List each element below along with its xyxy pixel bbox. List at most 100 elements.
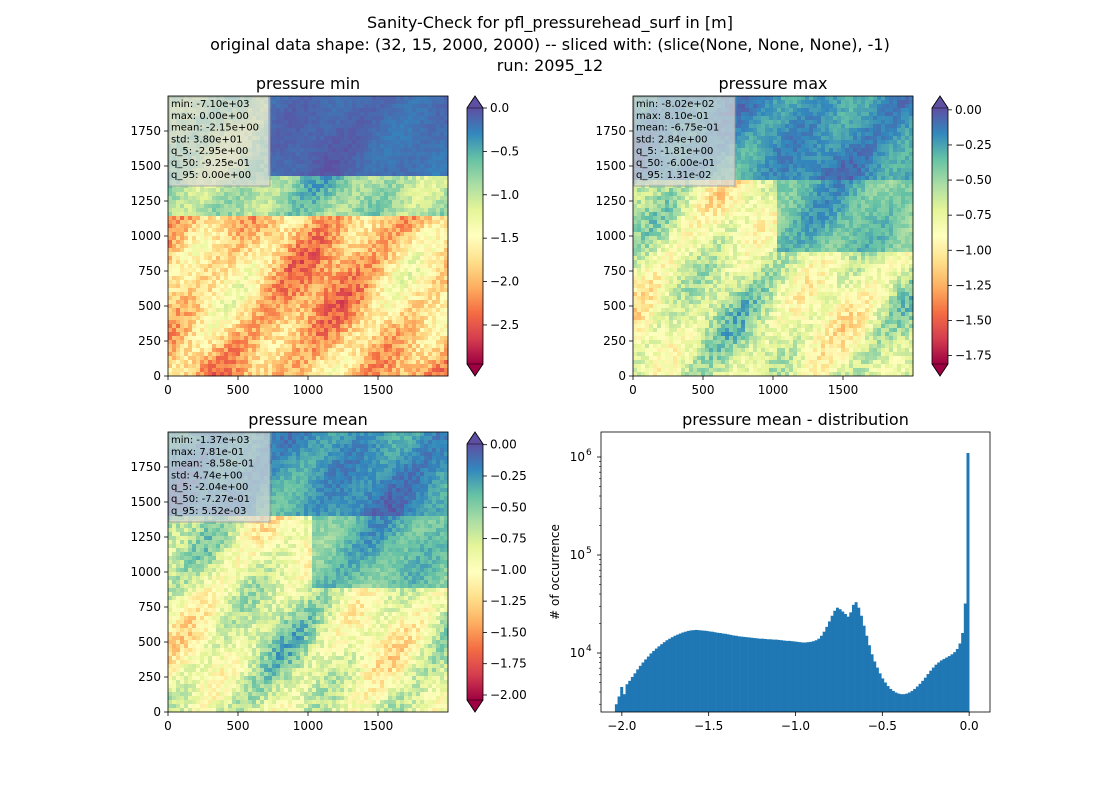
histogram-bar (881, 678, 885, 712)
histogram-bar (662, 642, 666, 712)
stats-line: q_50: -7.27e-01 (171, 494, 250, 505)
histogram-bar (801, 642, 805, 712)
colorbar-extend-max (466, 431, 484, 445)
histogram-bar (961, 633, 965, 712)
stats-line: min: -1.37e+03 (171, 435, 250, 446)
histogram-bar (942, 658, 946, 712)
colorbar-tick-label: −1.75 (490, 657, 527, 671)
histogram-bar (700, 630, 704, 712)
colorbar-tick-label: −0.50 (490, 500, 527, 514)
histogram-bar (764, 638, 768, 712)
histogram-panel: pressure mean - distribution −2.0 −1.5 −1.0… (548, 410, 991, 733)
histogram-bar (732, 635, 736, 712)
histogram-bar (729, 634, 733, 712)
histogram-bar (817, 638, 821, 712)
histogram-bar (798, 642, 802, 712)
x-tick-label: 0 (164, 719, 172, 733)
histogram-bar (937, 662, 941, 712)
y-tick-label: 500 (603, 299, 626, 313)
histogram-bar (862, 625, 866, 712)
suptitle-line-2: original data shape: (32, 15, 2000, 2000… (210, 35, 890, 54)
histogram-bar (899, 694, 903, 712)
histogram-bar (694, 629, 698, 712)
colorbar-tick-label: −1.00 (490, 563, 527, 577)
histogram-bar (692, 630, 696, 712)
y-tick-label: 10 (570, 450, 585, 464)
histogram-bar (644, 659, 648, 712)
stats-line: mean: -6.75e-01 (636, 123, 719, 134)
histogram-bar (758, 638, 762, 712)
x-tick-label: 1500 (363, 719, 394, 733)
colorbar-tick-label: −2.00 (490, 688, 527, 702)
histogram-bar (955, 648, 959, 712)
histogram-bar (638, 665, 642, 712)
histogram-bar (614, 704, 618, 712)
stats-line: std: 4.74e+00 (171, 470, 243, 481)
histogram-bar (785, 640, 789, 712)
y-axis-label: # of occurrence (548, 524, 562, 620)
y-tick-label: 0 (153, 705, 161, 719)
colorbar-tick-label: −2.0 (490, 275, 519, 289)
histogram-bar (788, 640, 791, 712)
histogram-bar (660, 644, 664, 712)
histogram-bar (748, 637, 752, 712)
histogram-bar (777, 639, 781, 712)
y-tick-label: 1500 (130, 159, 161, 173)
x-tick-label: 500 (227, 719, 250, 733)
histogram-bar (857, 607, 861, 712)
stats-line: q_5: -1.81e+00 (636, 146, 713, 157)
histogram-bar (804, 642, 807, 712)
histogram-bar (678, 633, 682, 712)
stats-line: max: 0.00e+00 (171, 111, 249, 122)
x-tick-label: 1500 (828, 383, 859, 397)
stats-box-bg (168, 432, 271, 523)
colorbar-gradient (467, 108, 483, 364)
histogram-bar (646, 656, 650, 712)
histogram-bar (673, 635, 677, 712)
colorbar-tick-label: −1.25 (955, 278, 992, 292)
stats-line: max: 7.81e-01 (171, 447, 244, 458)
histogram-bar (875, 667, 879, 712)
x-tick-label: 500 (692, 383, 715, 397)
colorbar-tick-label: −1.75 (955, 349, 992, 363)
histogram-bar (854, 602, 858, 712)
x-tick-label: 0 (164, 383, 172, 397)
y-tick-label: 1750 (130, 124, 161, 138)
histogram-bar (622, 694, 626, 712)
histogram-bar (753, 638, 757, 712)
histogram-bar (825, 626, 829, 712)
histogram-bar (883, 682, 887, 712)
histogram-bar (761, 638, 765, 712)
histogram-bar (681, 632, 685, 712)
stats-line: mean: -8.58e-01 (171, 459, 254, 470)
histogram-bar (835, 607, 839, 712)
x-tick-label: 500 (227, 383, 250, 397)
histogram-bar (820, 635, 823, 712)
histogram-bar (750, 637, 754, 712)
histogram-bar (726, 634, 730, 712)
histogram-bar (806, 642, 810, 712)
histogram-bar (633, 673, 637, 712)
colorbar-extend-max (931, 95, 949, 109)
histogram-bar (910, 690, 914, 712)
y-tick-label: 500 (138, 299, 161, 313)
y-tick-label: 0 (153, 369, 161, 383)
y-tick-label: 1250 (130, 194, 161, 208)
x-tick-label: 1000 (758, 383, 789, 397)
colorbar-tick-label: 0.00 (955, 103, 982, 117)
histogram-bar (873, 661, 877, 712)
colorbar: 0.00 −0.25 −0.50 −0.75 −1.00 −1.25 −1.50 −1.75 −… (466, 431, 527, 713)
histogram-bar (718, 633, 722, 712)
histogram-bar (878, 673, 882, 712)
heatmap-panel-3: pressure mean 0 500 1000 1500 0 250 500 750 1000 1… (130, 410, 526, 733)
x-tick-label: −1.0 (781, 719, 810, 733)
y-tick-label: 1000 (595, 229, 626, 243)
stats-line: q_95: 5.52e-03 (171, 506, 246, 517)
y-tick-label: 1250 (595, 194, 626, 208)
colorbar-tick-label: −0.50 (955, 173, 992, 187)
heatmap-image-2 (633, 96, 914, 377)
